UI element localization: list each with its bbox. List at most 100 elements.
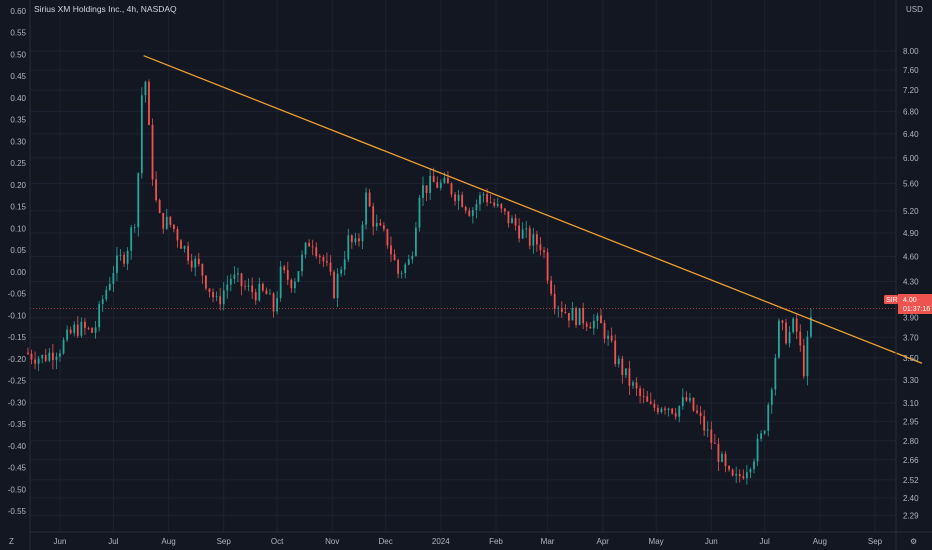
time-tick-label: Sep xyxy=(868,537,883,546)
candle-body xyxy=(596,315,599,321)
candle-body xyxy=(660,408,663,413)
candle-body xyxy=(713,442,716,444)
candle-body xyxy=(674,413,677,417)
candle-body xyxy=(489,202,492,204)
currency-label[interactable]: USD xyxy=(906,5,923,14)
trendline-layer[interactable] xyxy=(143,55,923,364)
candle-body xyxy=(710,429,713,443)
candle-body xyxy=(799,331,802,346)
change-tick-label: -0.50 xyxy=(8,485,27,494)
candle-body xyxy=(222,290,225,305)
candle-body xyxy=(201,264,204,276)
candle-body xyxy=(233,274,236,279)
candle-body xyxy=(756,438,759,462)
candle-body xyxy=(742,476,745,479)
candle-body xyxy=(486,194,488,203)
change-tick-label: 0.55 xyxy=(10,29,26,38)
candle-body xyxy=(767,404,770,431)
candle-body xyxy=(62,339,65,354)
candle-body xyxy=(393,254,396,261)
candle-body xyxy=(546,252,549,281)
scale-settings-icon[interactable]: ⚙ xyxy=(910,537,917,546)
candle-body xyxy=(258,283,261,301)
candle-body xyxy=(646,396,649,402)
candle-body xyxy=(137,173,140,228)
candle-body xyxy=(781,320,784,323)
symbol-badge xyxy=(884,295,898,304)
candle-body xyxy=(689,397,691,401)
candle-body xyxy=(582,308,585,324)
price-tick-label: 8.00 xyxy=(903,47,919,56)
candle-body xyxy=(66,329,69,340)
price-tick-label: 3.50 xyxy=(903,354,919,363)
candle-body xyxy=(657,407,659,413)
price-tick-label: 2.52 xyxy=(903,476,919,485)
candle-body xyxy=(169,216,172,225)
candle-body xyxy=(290,279,293,289)
change-tick-label: -0.15 xyxy=(8,333,27,342)
candle-body xyxy=(208,288,211,293)
candle-body xyxy=(770,389,773,405)
candle-body xyxy=(293,281,296,289)
last-price-badge xyxy=(898,294,932,314)
candle-body xyxy=(550,280,553,294)
candle-body xyxy=(436,182,439,188)
candle-body xyxy=(479,195,481,205)
candle-body xyxy=(703,416,706,431)
candle-body xyxy=(365,192,367,225)
candle-body xyxy=(51,352,54,361)
candle-body xyxy=(774,357,777,390)
candle-body xyxy=(148,81,150,125)
candle-body xyxy=(133,227,136,228)
time-tick-label: Feb xyxy=(489,537,503,546)
price-tick-label: 5.20 xyxy=(903,207,919,216)
trendline[interactable] xyxy=(143,55,923,364)
timezone-icon[interactable]: Z xyxy=(9,537,14,546)
candle-body xyxy=(286,270,289,280)
candle-body xyxy=(443,177,446,183)
candle-body xyxy=(422,185,424,198)
candle-body xyxy=(382,225,385,230)
grid-lines xyxy=(30,0,896,532)
candle-body xyxy=(301,254,303,272)
candle-body xyxy=(578,308,581,326)
candle-body xyxy=(792,318,795,333)
candle-body xyxy=(226,284,229,291)
time-tick-label: Dec xyxy=(379,537,393,546)
price-tick-label: 6.40 xyxy=(903,130,919,139)
candle-body xyxy=(450,183,453,195)
candle-body xyxy=(507,211,510,224)
candle-body xyxy=(212,292,214,298)
candle-body xyxy=(589,326,592,329)
candle-body xyxy=(215,296,218,298)
candle-body xyxy=(429,176,432,193)
axes: 8.00 7.60 7.20 6.80 6.40 6.00 5.60 5.20 4.90 4.60… xyxy=(8,7,919,546)
change-tick-label: 0.15 xyxy=(10,203,26,212)
candle-body xyxy=(795,318,798,332)
candle-body xyxy=(639,388,642,396)
candle-body xyxy=(560,307,563,312)
change-tick-label: 0.35 xyxy=(10,116,26,125)
candle-body xyxy=(358,238,360,242)
price-tick-label: 2.66 xyxy=(903,456,919,465)
candle-body xyxy=(176,228,179,241)
candle-body xyxy=(372,206,375,227)
candle-body xyxy=(336,273,339,298)
candle-body xyxy=(514,218,517,226)
candle-body xyxy=(165,216,168,229)
candle-body xyxy=(340,269,343,274)
candle-body xyxy=(493,202,496,206)
candle-body xyxy=(724,453,727,466)
candle-body xyxy=(539,244,542,251)
candle-body xyxy=(543,250,545,253)
candle-body xyxy=(603,323,606,339)
candle-body xyxy=(425,185,428,193)
price-tick-label: 7.60 xyxy=(903,66,919,75)
candle-body xyxy=(194,258,197,268)
candle-body xyxy=(778,320,780,358)
candle-body xyxy=(482,194,485,196)
candle-body xyxy=(571,308,574,321)
candle-body xyxy=(628,368,631,386)
candle-body xyxy=(696,410,698,413)
